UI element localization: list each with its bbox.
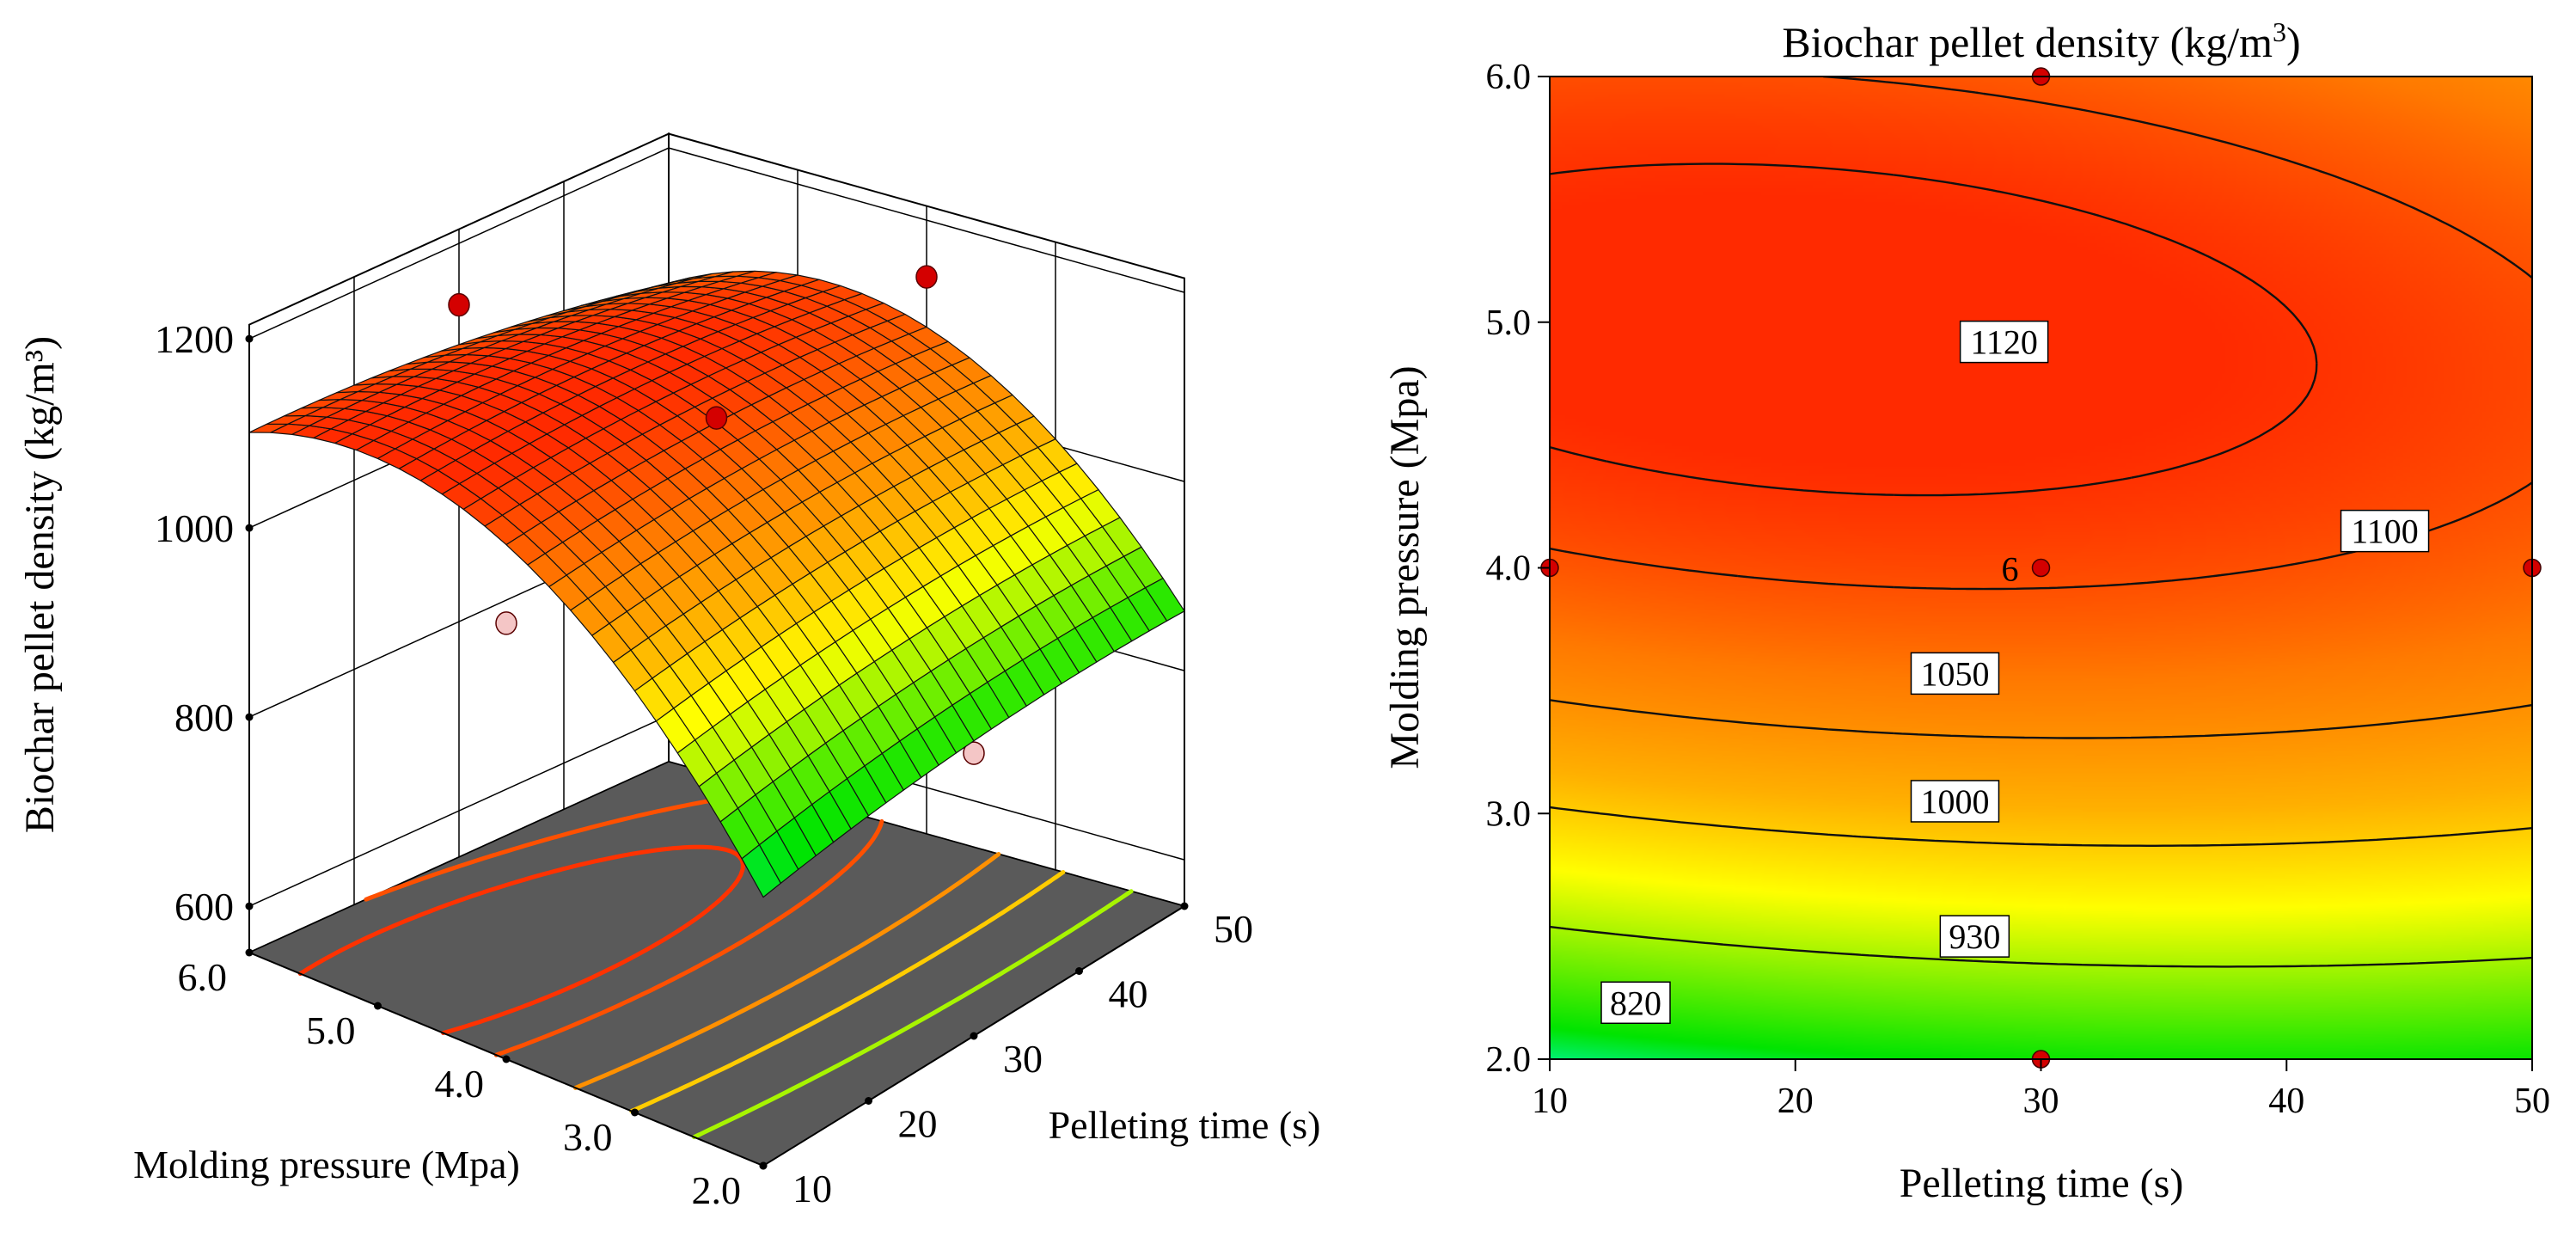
y-tick-label: 2.0 [1486,1040,1532,1080]
response-surface [248,270,1185,898]
contour-label-box [1910,652,2000,696]
y-tick [245,948,254,957]
floor-contour-line [692,889,1134,1140]
y-tick-label: 6.0 [178,955,228,999]
floor-contours [297,788,1134,1140]
design-point [495,611,517,635]
contour-y-axis-label: Molding pressure (Mpa) [1382,365,1428,769]
y-tick [374,1002,382,1010]
z-axis-label: Biochar pellet density (kg/m³) [17,336,63,833]
design-point [705,406,728,430]
surface-cell [1144,577,1185,622]
contour-label: 1000 [1920,782,1989,821]
design-point [963,741,985,765]
x-tick [865,1097,872,1105]
z-tick [245,334,254,343]
z-tick [245,902,254,910]
contour-label-box [1959,320,2049,364]
z-tick-label: 1000 [155,506,234,550]
design-point [915,265,938,289]
x-tick [1075,967,1083,975]
x-tick-label: 10 [792,1167,832,1210]
points-below-surface [495,611,985,765]
x-tick-label: 50 [1214,907,1253,951]
y-tick-label: 2.0 [692,1168,742,1212]
x-tick-label: 50 [2514,1082,2550,1121]
y-tick-label: 4.0 [1486,549,1532,589]
contour-label: 1100 [2351,512,2419,551]
design-point [2031,558,2051,578]
contour-label: 1050 [1920,654,1989,693]
x-tick-label: 20 [898,1102,938,1146]
y-tick-label: 3.0 [563,1115,613,1159]
contour-line [1550,925,2532,968]
x-tick-label: 40 [1109,972,1148,1016]
z-tick-label: 600 [174,885,234,928]
z-tick [245,713,254,721]
contour-title: Biochar pellet density (kg/m3) [1782,16,2300,66]
y-tick [502,1055,511,1063]
y-tick-label: 6.0 [1486,58,1532,97]
contour-label-box [1600,981,1671,1025]
z-tick-label: 1200 [155,317,234,361]
points-above-surface [448,265,938,430]
design-point [448,292,470,317]
y-tick [631,1108,639,1117]
contour-line [1550,699,2532,739]
title-superscript: 3 [2273,16,2286,47]
surface-plot: 600800100012002.03.04.05.06.01020304050 … [17,132,1321,1212]
x-tick [1180,902,1189,910]
title-text: Biochar pellet density (kg/m [1782,18,2273,66]
wall-gridline [248,147,1185,340]
contour-x-axis-label: Pelleting time (s) [1900,1161,2184,1206]
x-tick-label: 20 [1778,1082,1814,1121]
contour-line [1550,806,2532,847]
x-tick [970,1032,978,1040]
contour-label-box [1910,780,2000,823]
contour-plot: 1120 1100 1050 1000 930 820 6 10 20 30 40 50 2.0 3.… [1382,16,2550,1206]
contour-line [1550,162,2318,497]
x-tick [759,1161,768,1170]
contour-label: 1120 [1970,323,2038,362]
y-axis-label: Molding pressure (Mpa) [133,1143,520,1186]
contour-label: 820 [1610,984,1661,1022]
surface-ticks: 600 800 1000 1200 2.0 3.0 4.0 5.0 6.0 10 20 30 40 50 [155,317,1253,1212]
contour-label-box [1939,915,2010,958]
x-tick-label: 30 [1003,1037,1043,1081]
contour-labels: 1120 1100 1050 1000 930 820 [1600,320,2430,1025]
x-tick-label: 10 [1532,1082,1568,1121]
z-tick [245,524,254,532]
y-tick-label: 4.0 [435,1062,485,1106]
floor-plane [248,761,1186,1167]
x-tick-label: 40 [2268,1082,2304,1121]
title-end: ) [2286,18,2301,66]
floor-contour-line [297,844,745,1035]
contour-label: 930 [1949,917,2000,956]
y-tick-label: 3.0 [1486,794,1532,834]
center-point-count: 6 [2002,550,2019,589]
y-tick-label: 5.0 [1486,303,1532,343]
z-tick-label: 800 [174,696,234,739]
x-axis-label: Pelleting time (s) [1049,1103,1321,1147]
contour-ticks: 10 20 30 40 50 2.0 3.0 4.0 5.0 6.0 [1486,58,2551,1121]
x-tick-label: 30 [2023,1082,2059,1121]
y-tick-label: 5.0 [306,1008,356,1052]
contour-label-box [2340,509,2430,553]
floor-contour-line [573,852,1001,1090]
